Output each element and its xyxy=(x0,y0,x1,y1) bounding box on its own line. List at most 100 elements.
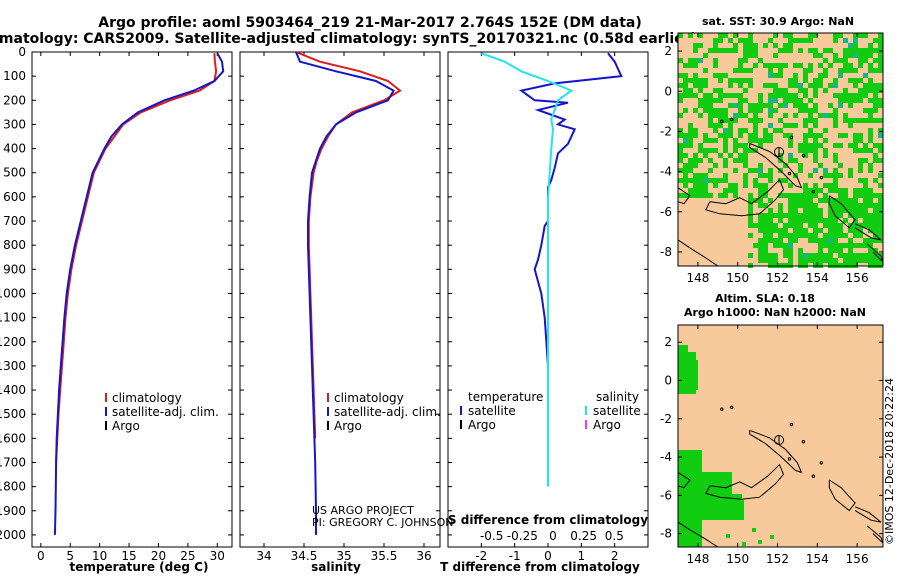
sst-cell xyxy=(778,243,783,248)
sst-cell xyxy=(868,113,873,118)
sst-cell xyxy=(838,58,843,63)
sst-cell xyxy=(683,173,688,178)
sst-cell xyxy=(838,73,843,78)
sst-cell xyxy=(878,148,883,153)
sst-cell xyxy=(878,223,883,228)
sst-cell xyxy=(678,168,683,173)
sst-cell xyxy=(713,63,718,68)
sst-cell xyxy=(728,78,733,83)
sst-cell xyxy=(878,133,883,138)
sst-cell xyxy=(733,168,738,173)
sst-cell xyxy=(703,148,708,153)
sst-cell xyxy=(768,73,773,78)
island xyxy=(787,171,792,176)
sst-cell xyxy=(803,258,808,263)
sst-cell xyxy=(693,43,698,48)
sst-cell xyxy=(853,198,858,203)
sst-cell xyxy=(693,158,698,163)
series-line-climatology xyxy=(55,53,218,463)
sst-cell xyxy=(723,33,728,38)
depth-tick-label: 300 xyxy=(3,117,26,131)
sst-cell xyxy=(853,243,858,248)
sst-cell xyxy=(808,108,813,113)
sst-cell xyxy=(808,233,813,238)
depth-axis: 0 100 200 300 400 500 600 700 800 900 1000 1100 1200… xyxy=(0,45,26,542)
sst-cell xyxy=(848,118,853,123)
sst-cell xyxy=(878,83,883,88)
sst-cell xyxy=(873,83,878,88)
sst-cell xyxy=(803,253,808,258)
sst-cell xyxy=(718,98,723,103)
altimetry-map-coastline xyxy=(677,405,884,548)
sst-cell xyxy=(858,163,863,168)
sst-cell xyxy=(848,173,853,178)
sst-cell xyxy=(748,233,753,238)
sst-cell xyxy=(873,118,878,123)
legend-temperature-head: temperature xyxy=(468,390,543,404)
sst-cell xyxy=(873,203,878,208)
sst-cell xyxy=(783,88,788,93)
sst-cell xyxy=(778,63,783,68)
sst-cell xyxy=(683,63,688,68)
sst-cell xyxy=(773,93,778,98)
sst-cell xyxy=(808,258,813,263)
sst-cell xyxy=(738,113,743,118)
sst-cell xyxy=(853,133,858,138)
sst-cell xyxy=(678,83,683,88)
sst-cell xyxy=(848,68,853,73)
sst-cell xyxy=(753,103,758,108)
sst-cell xyxy=(773,253,778,258)
sst-cell xyxy=(858,223,863,228)
sst-cell xyxy=(703,178,708,183)
sst-cell xyxy=(733,43,738,48)
depth-tick-label: 1800 xyxy=(0,480,26,494)
sst-cell xyxy=(823,58,828,63)
sst-cell xyxy=(708,158,713,163)
legend-argo: Argo xyxy=(334,419,362,433)
sst-cell xyxy=(843,58,848,63)
sst-cell xyxy=(878,103,883,108)
sst-cell xyxy=(748,133,753,138)
sst-cell xyxy=(833,248,838,253)
sst-cell xyxy=(738,128,743,133)
sst-cell xyxy=(698,58,703,63)
island xyxy=(720,407,724,411)
sst-cell xyxy=(803,193,808,198)
coastline xyxy=(705,178,785,217)
sst-cell xyxy=(788,133,793,138)
sst-cell xyxy=(788,83,793,88)
sst-cell xyxy=(758,238,763,243)
sst-cell xyxy=(808,198,813,203)
sst-cell xyxy=(843,193,848,198)
sst-cell xyxy=(848,203,853,208)
sst-cell xyxy=(873,213,878,218)
legend-satellite: satellite-adj. clim. xyxy=(334,405,441,419)
sst-cell xyxy=(828,213,833,218)
sst-cell xyxy=(823,223,828,228)
x-tick-label: -1 xyxy=(509,549,521,563)
sst-cell xyxy=(713,38,718,43)
sst-cell xyxy=(783,233,788,238)
sst-cell xyxy=(773,73,778,78)
sst-cell xyxy=(693,48,698,53)
sst-cell xyxy=(683,83,688,88)
sst-cell xyxy=(698,83,703,88)
sst-cell xyxy=(768,63,773,68)
sst-cell xyxy=(833,38,838,43)
imos-watermark: ©IMOS 12-Dec-2018 20:22:24 xyxy=(883,378,896,545)
lon-tick-label: 150 xyxy=(726,271,749,285)
sst-cell xyxy=(688,123,693,128)
depth-tick-label: 1500 xyxy=(0,407,26,421)
sst-cell xyxy=(708,48,713,53)
sst-cell xyxy=(813,203,818,208)
sst-cell xyxy=(863,88,868,93)
coastline xyxy=(749,429,803,474)
sst-cell xyxy=(743,148,748,153)
sst-cell xyxy=(763,173,768,178)
sla-patch xyxy=(702,472,732,494)
depth-tick-label: 600 xyxy=(3,190,26,204)
lat-tick-label: -8 xyxy=(660,245,672,259)
sst-cell xyxy=(708,138,713,143)
sst-cell xyxy=(853,218,858,223)
sst-cell xyxy=(813,83,818,88)
